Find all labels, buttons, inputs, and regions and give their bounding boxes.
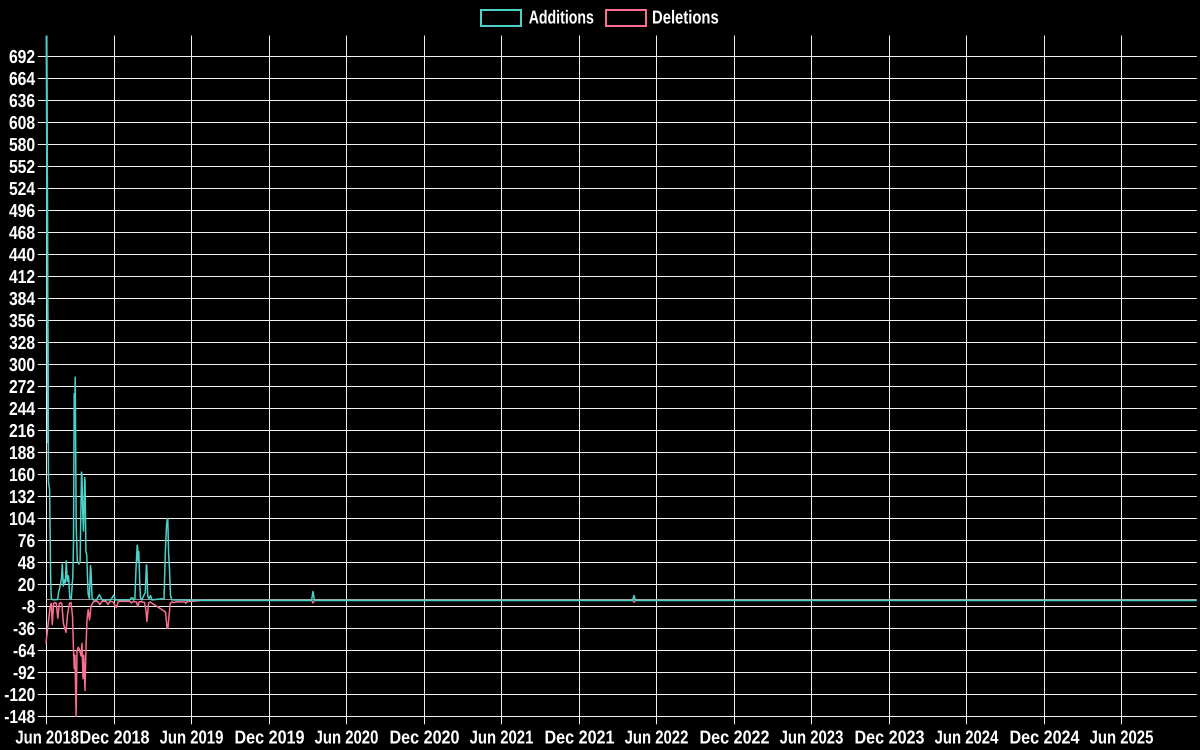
svg-text:468: 468 xyxy=(9,222,35,243)
svg-text:-120: -120 xyxy=(4,684,35,705)
svg-text:608: 608 xyxy=(9,112,35,133)
svg-text:Additions: Additions xyxy=(529,7,594,28)
svg-text:412: 412 xyxy=(9,266,35,287)
svg-text:272: 272 xyxy=(9,376,35,397)
svg-text:Jun 2020: Jun 2020 xyxy=(315,726,379,747)
svg-text:Dec 2020: Dec 2020 xyxy=(390,726,460,747)
svg-text:Deletions: Deletions xyxy=(652,7,719,28)
svg-text:Jun 2025: Jun 2025 xyxy=(1090,726,1154,747)
svg-text:Jun 2022: Jun 2022 xyxy=(625,726,689,747)
svg-text:-64: -64 xyxy=(13,640,36,661)
svg-text:48: 48 xyxy=(18,552,36,573)
svg-text:Dec 2022: Dec 2022 xyxy=(700,726,770,747)
svg-text:384: 384 xyxy=(9,288,36,309)
svg-text:-36: -36 xyxy=(13,618,35,639)
svg-text:524: 524 xyxy=(9,178,36,199)
svg-text:-8: -8 xyxy=(22,596,36,617)
svg-text:440: 440 xyxy=(9,244,35,265)
svg-text:692: 692 xyxy=(9,46,35,67)
svg-text:216: 216 xyxy=(9,420,35,441)
svg-text:244: 244 xyxy=(9,398,36,419)
svg-text:20: 20 xyxy=(18,574,36,595)
svg-text:664: 664 xyxy=(9,68,36,89)
svg-text:104: 104 xyxy=(9,508,36,529)
svg-text:580: 580 xyxy=(9,134,35,155)
svg-text:Dec 2019: Dec 2019 xyxy=(235,726,305,747)
svg-text:356: 356 xyxy=(9,310,35,331)
svg-text:496: 496 xyxy=(9,200,35,221)
svg-text:Dec 2024: Dec 2024 xyxy=(1010,726,1080,747)
svg-text:Jun 2019: Jun 2019 xyxy=(160,726,224,747)
svg-text:328: 328 xyxy=(9,332,35,353)
svg-text:Dec 2018: Dec 2018 xyxy=(80,726,150,747)
svg-text:Dec 2023: Dec 2023 xyxy=(855,726,925,747)
svg-text:Dec 2021: Dec 2021 xyxy=(545,726,615,747)
svg-text:552: 552 xyxy=(9,156,35,177)
svg-text:-92: -92 xyxy=(13,662,35,683)
svg-text:Jun 2018: Jun 2018 xyxy=(15,726,79,747)
svg-text:Jun 2021: Jun 2021 xyxy=(470,726,534,747)
svg-text:300: 300 xyxy=(9,354,35,375)
svg-text:160: 160 xyxy=(9,464,35,485)
svg-text:Jun 2024: Jun 2024 xyxy=(935,726,999,747)
svg-text:188: 188 xyxy=(9,442,35,463)
svg-text:132: 132 xyxy=(9,486,35,507)
svg-text:Jun 2023: Jun 2023 xyxy=(780,726,844,747)
svg-text:-148: -148 xyxy=(4,706,35,727)
svg-text:636: 636 xyxy=(9,90,35,111)
svg-text:76: 76 xyxy=(18,530,36,551)
